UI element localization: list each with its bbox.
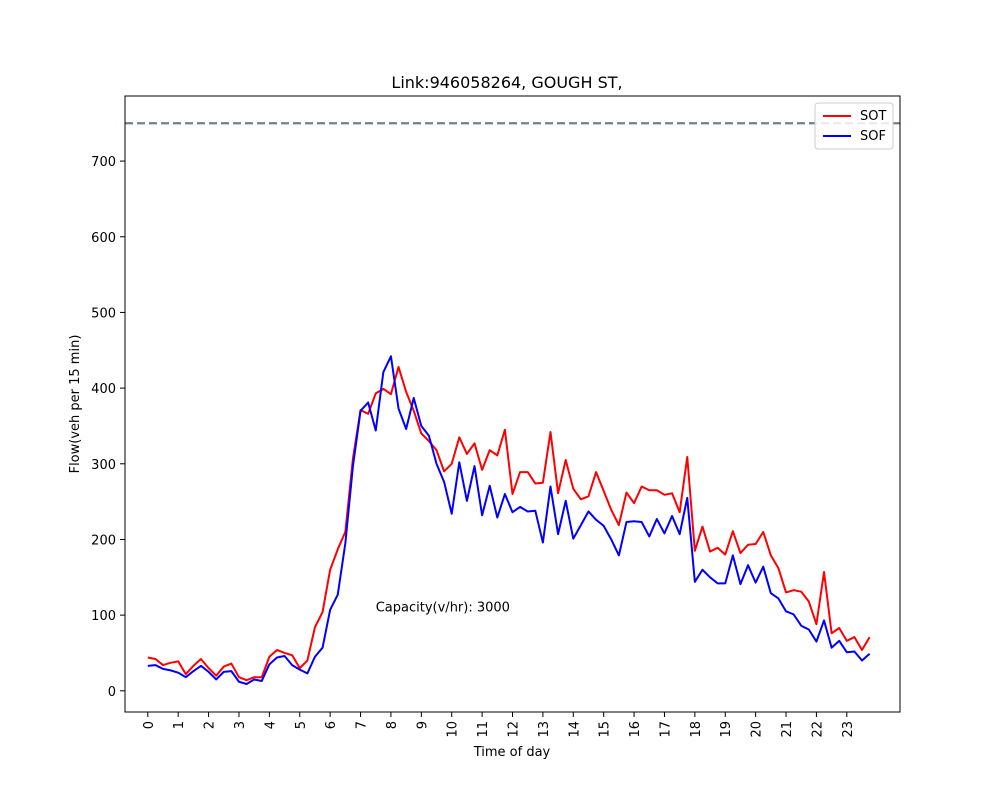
legend: SOT SOF: [814, 102, 894, 150]
y-tick-label: 100: [91, 609, 116, 624]
x-tick-label: 0: [142, 721, 157, 729]
x-tick-label: 18: [689, 721, 704, 738]
x-tick-label: 17: [658, 721, 673, 738]
x-tick-label: 4: [263, 721, 278, 729]
x-tick-label: 5: [294, 721, 309, 729]
x-tick-label: 2: [203, 721, 218, 729]
x-tick-label: 19: [719, 721, 734, 738]
y-tick-label: 600: [91, 231, 116, 246]
x-tick-label: 10: [446, 721, 461, 738]
x-tick-label: 6: [324, 721, 339, 729]
x-tick-label: 7: [355, 721, 370, 729]
x-tick-label: 9: [415, 721, 430, 729]
x-tick-label: 14: [567, 721, 582, 738]
x-tick-label: 12: [507, 721, 522, 738]
x-tick-label: 3: [233, 721, 248, 729]
chart-title: Link:946058264, GOUGH ST,: [391, 73, 622, 92]
x-tick-label: 1: [172, 721, 187, 729]
x-tick-label: 8: [385, 721, 400, 729]
legend-label-sof: SOF: [860, 129, 886, 144]
x-tick-label: 20: [750, 721, 765, 738]
x-tick-label: 16: [628, 721, 643, 738]
y-tick-label: 700: [91, 155, 116, 170]
x-tick-label: 22: [810, 721, 825, 738]
legend-label-sot: SOT: [860, 109, 886, 124]
x-tick-label: 11: [476, 721, 491, 738]
x-tick-label: 13: [537, 721, 552, 738]
y-tick-label: 300: [91, 458, 116, 473]
y-tick-label: 500: [91, 306, 116, 321]
x-tick-label: 23: [841, 721, 856, 738]
legend-box: [814, 102, 894, 150]
series-line-sof: [147, 355, 871, 685]
y-tick-label: 400: [91, 382, 116, 397]
x-axis-label: Time of day: [473, 745, 551, 760]
y-tick-label: 200: [91, 533, 116, 548]
y-axis-label: Flow(veh per 15 min): [68, 335, 83, 474]
x-tick-label: 21: [780, 721, 795, 738]
x-tick-label: 15: [598, 721, 613, 738]
capacity-annotation: Capacity(v/hr): 3000: [376, 600, 510, 615]
y-tick-label: 0: [108, 685, 116, 700]
series-line-sot: [147, 365, 871, 682]
